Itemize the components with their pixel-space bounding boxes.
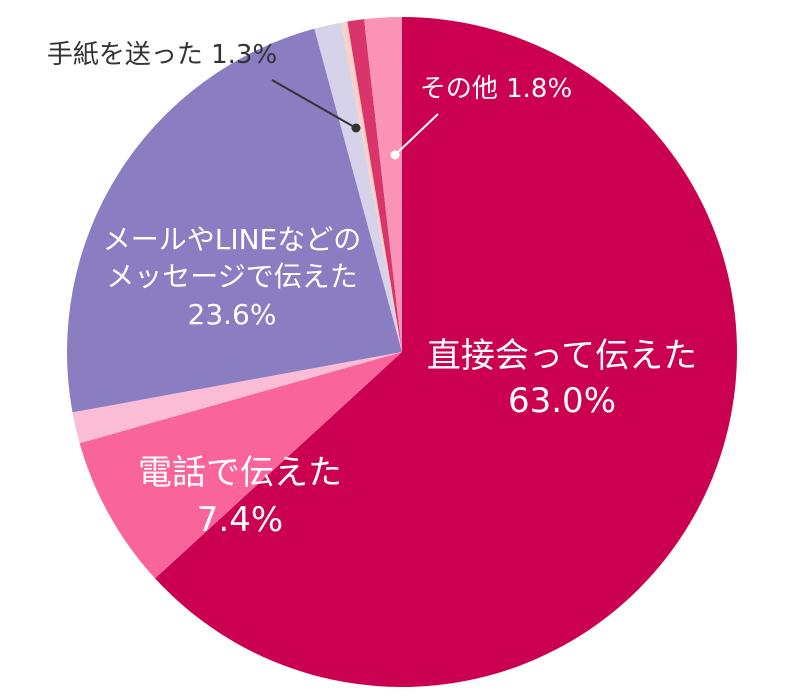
other-leader-dot <box>390 150 400 160</box>
phone-label: 電話で伝えた <box>138 453 342 493</box>
letter-label: 手紙を送った 1.3% <box>47 40 277 70</box>
pie-slice-6 <box>347 19 402 353</box>
message-value-label: 23.6% <box>188 298 277 331</box>
pie-slice-0 <box>155 17 737 687</box>
pie-slice-5 <box>341 21 402 353</box>
pie-slice-4 <box>314 22 402 353</box>
direct-value-label: 63.0% <box>508 381 616 421</box>
pie-slice-3 <box>66 28 403 413</box>
pie-slice-1 <box>79 352 403 579</box>
letter-leader-line <box>271 79 357 129</box>
phone-value-label: 7.4% <box>197 500 283 540</box>
direct-label: 直接会って伝えた <box>427 336 697 376</box>
pie-slice-7 <box>364 16 402 352</box>
other-leader-line <box>394 113 439 156</box>
other-label: その他 1.8% <box>420 74 572 104</box>
letter-leader-dot <box>351 123 361 133</box>
pie-slice-2 <box>72 352 402 444</box>
message-label-line2: メッセージで伝えた <box>106 260 357 293</box>
message-label-line1: メールやLINEなどの <box>103 223 362 256</box>
pie-slices <box>66 16 737 687</box>
